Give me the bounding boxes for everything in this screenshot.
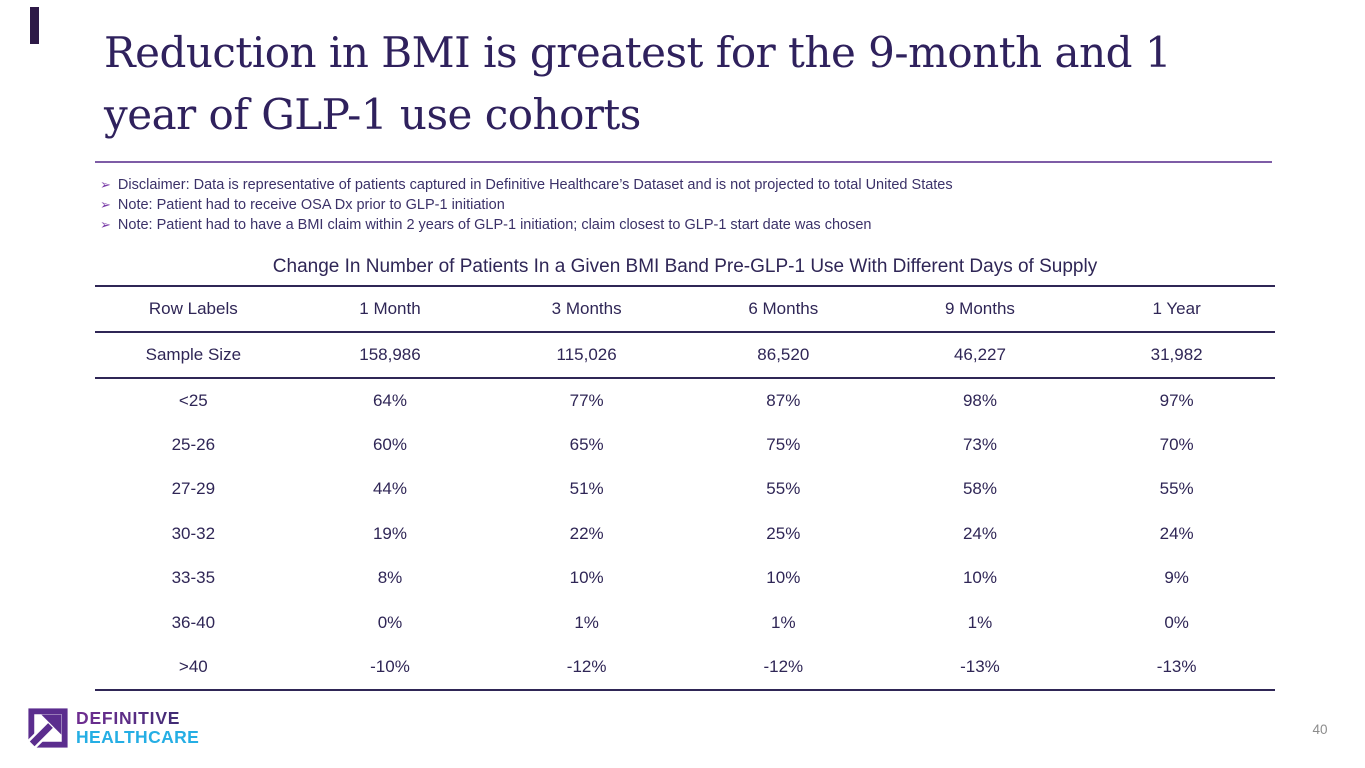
column-header-6-months: 6 Months (748, 299, 819, 318)
table-cell: 58% (962, 479, 997, 499)
column-header-1-year: 1 Year (1152, 299, 1201, 318)
table-row-36-40: 36-40 0% 1% 1% 1% 0% (95, 601, 1275, 646)
table-cell: 19% (372, 523, 407, 543)
note-text: Disclaimer: Data is representative of pa… (117, 177, 953, 193)
table-cell: 64% (372, 390, 407, 410)
table-cell: 60% (372, 434, 407, 454)
table-cell: 10% (569, 568, 604, 588)
table-cell: -10% (370, 656, 410, 676)
row-label: 25-26 (171, 434, 216, 454)
title-divider (95, 161, 1272, 163)
row-label: 33-35 (171, 568, 216, 588)
table-cell: 55% (766, 479, 801, 499)
table-cell: 24% (962, 523, 997, 543)
table-cell: 44% (372, 479, 407, 499)
row-label: 30-32 (171, 523, 216, 543)
table-cell: -13% (1156, 656, 1197, 676)
logo-wordmark: DEFINITIVE HEALTHCARE (76, 709, 199, 747)
table-cell: 55% (1159, 479, 1194, 499)
table-cell: 1% (967, 612, 993, 632)
table-cell: 10% (766, 568, 801, 588)
note-disclaimer: ➢ Disclaimer: Data is representative of p… (100, 175, 1280, 195)
column-header-9-months: 9 Months (944, 299, 1015, 318)
table-cell: 115,026 (556, 345, 617, 364)
table-row-sample-size: Sample Size 158,986 115,026 86,520 46,22… (95, 332, 1275, 378)
column-header-3-months: 3 Months (551, 299, 622, 318)
row-label: 27-29 (171, 479, 216, 499)
table-cell: 10% (962, 568, 997, 588)
table-cell: 73% (962, 434, 997, 454)
slide-title-line-2: year of GLP-1 use cohorts (104, 90, 641, 139)
page-number: 40 (1312, 722, 1328, 737)
arrow-bullet-icon: ➢ (100, 197, 111, 212)
row-label: >40 (178, 656, 208, 676)
note-osa-dx: ➢ Note: Patient had to receive OSA Dx pri… (100, 195, 1280, 215)
note-bmi-claim: ➢ Note: Patient had to have a BMI claim w… (100, 215, 1280, 235)
table-cell: 9% (1164, 568, 1189, 588)
table-cell: 158,986 (359, 345, 421, 364)
column-header-1-month: 1 Month (359, 299, 421, 318)
table-header: Row Labels 1 Month 3 Months 6 Months 9 M… (95, 286, 1275, 332)
note-text: Note: Patient had to have a BMI claim wi… (117, 217, 872, 233)
table-cell: 77% (569, 390, 604, 410)
table-row-under25: <25 64% 77% 87% 98% 97% (95, 378, 1275, 423)
table-cell: 87% (766, 390, 801, 410)
table-cell: -12% (566, 656, 607, 676)
slide-title-line-1: Reduction in BMI is greatest for the 9-m… (104, 28, 1172, 77)
table-cell: -13% (960, 656, 1000, 676)
table-cell: 22% (569, 523, 604, 543)
table-header-row: Row Labels 1 Month 3 Months 6 Months 9 M… (95, 286, 1275, 332)
table-row-over40: >40 -10% -12% -12% -13% -13% (95, 645, 1275, 690)
row-label: <25 (178, 390, 208, 410)
table-cell: 1% (574, 612, 599, 632)
logo-healthcare-text: HEALTHCARE (76, 727, 200, 747)
table-cell: 1% (771, 612, 796, 632)
table-row-30-32: 30-32 19% 22% 25% 24% 24% (95, 512, 1275, 557)
notes-list: ➢ Disclaimer: Data is representative of p… (100, 175, 1280, 235)
table-row-27-29: 27-29 44% 51% 55% 58% 55% (95, 467, 1275, 512)
arrow-bullet-icon: ➢ (100, 177, 111, 192)
table-cell: 8% (377, 568, 403, 588)
logo-definitive-text: DEFINITIVE (76, 709, 199, 728)
table-cell: 46,227 (953, 345, 1006, 364)
table-cell: 0% (1164, 612, 1189, 632)
column-header-row-labels: Row Labels (148, 299, 238, 318)
table-cell: 70% (1159, 434, 1194, 454)
table-cell: 97% (1159, 390, 1194, 410)
table-cell: 65% (569, 434, 604, 454)
table-row-25-26: 25-26 60% 65% 75% 73% 70% (95, 423, 1275, 468)
table-cell: 98% (962, 390, 997, 410)
row-label: Sample Size (145, 345, 242, 364)
table-cell: 0% (377, 612, 403, 632)
note-text: Note: Patient had to receive OSA Dx prio… (117, 197, 505, 213)
bmi-change-table: Row Labels 1 Month 3 Months 6 Months 9 M… (95, 285, 1275, 691)
table-cell: 25% (766, 523, 801, 543)
arrow-bullet-icon: ➢ (100, 217, 111, 232)
table-cell: 24% (1159, 523, 1194, 543)
row-label: 36-40 (171, 612, 216, 632)
slide-title: Reduction in BMI is greatest for the 9-m… (104, 22, 1284, 146)
table-cell: 31,982 (1150, 345, 1203, 364)
table-row-33-35: 33-35 8% 10% 10% 10% 9% (95, 556, 1275, 601)
table-cell: 86,520 (757, 345, 810, 364)
arrow-up-right-square-icon (28, 708, 68, 748)
table-cell: 75% (766, 434, 801, 454)
table-cell: -12% (763, 656, 804, 676)
table-title: Change In Number of Patients In a Given … (272, 256, 1098, 277)
slide-accent-bar (30, 7, 39, 44)
definitive-healthcare-logo: DEFINITIVE HEALTHCARE (28, 708, 199, 748)
table-cell: 51% (569, 479, 604, 499)
